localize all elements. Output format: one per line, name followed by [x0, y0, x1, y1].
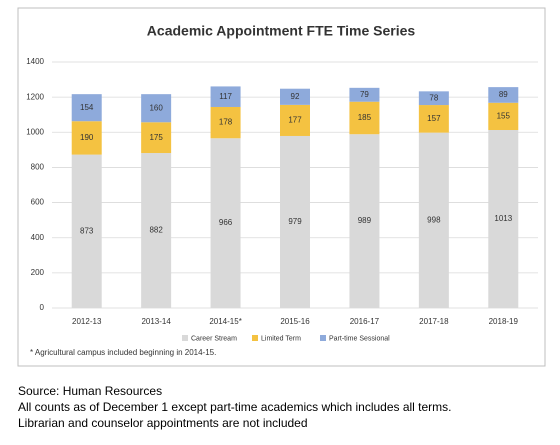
y-tick-label: 1000 [26, 127, 44, 136]
y-tick-label: 600 [31, 198, 45, 207]
bar-segment [210, 138, 241, 308]
footnote: * Agricultural campus included beginning… [30, 348, 216, 357]
data-label: 157 [427, 114, 441, 123]
data-label: 185 [358, 113, 372, 122]
legend-swatch [252, 335, 258, 341]
data-label: 1013 [494, 214, 512, 223]
y-tick-label: 400 [31, 233, 45, 242]
data-label: 989 [358, 216, 372, 225]
bar-segment [488, 102, 519, 131]
data-label: 78 [429, 93, 438, 102]
x-tick-label: 2015-16 [280, 317, 310, 326]
bar-segment [280, 135, 310, 308]
y-tick-label: 1200 [26, 92, 44, 101]
data-label: 160 [149, 103, 163, 112]
data-label: 117 [219, 92, 232, 101]
x-tick-label: 2017-18 [419, 317, 449, 326]
y-tick-label: 800 [31, 163, 45, 172]
legend-swatch [320, 335, 326, 341]
bar-segment [71, 154, 102, 308]
x-tick-label: 2018-19 [489, 317, 519, 326]
bar-segment [488, 130, 519, 308]
bar-segment [141, 94, 172, 123]
bar-segment [280, 104, 310, 136]
y-tick-label: 200 [31, 268, 45, 277]
bar-segment [280, 88, 310, 105]
data-label: 979 [288, 217, 302, 226]
bar-segment [349, 101, 380, 135]
chart-title: Academic Appointment FTE Time Series [147, 23, 416, 39]
legend-swatch [182, 335, 188, 341]
data-label: 190 [80, 133, 94, 142]
x-tick-label: 2014-15* [209, 317, 241, 326]
data-label: 92 [291, 92, 300, 101]
bar-segment [71, 94, 102, 122]
data-label: 89 [499, 90, 508, 99]
bar-segment [210, 106, 241, 139]
legend-label: Limited Term [261, 335, 301, 342]
legend-label: Part-time Sessional [329, 335, 390, 342]
bar-segment [71, 121, 102, 155]
source-note: All counts as of December 1 except part-… [18, 400, 452, 414]
data-label: 178 [219, 118, 233, 127]
y-tick-label: 1400 [26, 57, 44, 66]
data-label: 966 [219, 218, 233, 227]
x-tick-label: 2012-13 [72, 317, 102, 326]
data-label: 79 [360, 90, 369, 99]
source-note: Source: Human Resources [18, 384, 162, 398]
data-label: 175 [149, 133, 163, 142]
bar-segment [141, 122, 172, 154]
data-label: 873 [80, 226, 94, 235]
bar-segment [210, 86, 241, 107]
legend-label: Career Stream [191, 335, 237, 342]
bar-segment [418, 132, 449, 308]
data-label: 154 [80, 103, 94, 112]
y-tick-label: 0 [40, 303, 45, 312]
x-tick-label: 2016-17 [350, 317, 380, 326]
data-label: 882 [149, 226, 163, 235]
bar-segment [349, 134, 380, 308]
data-label: 177 [288, 116, 302, 125]
bar-segment [418, 91, 449, 106]
x-tick-label: 2013-14 [141, 317, 171, 326]
bar-segment [488, 87, 519, 103]
bar-segment [349, 87, 380, 102]
source-note: Librarian and counselor appointments are… [18, 416, 308, 430]
bar-segment [141, 153, 172, 308]
data-label: 998 [427, 215, 441, 224]
bar-segment [418, 105, 449, 133]
data-label: 155 [497, 111, 511, 120]
